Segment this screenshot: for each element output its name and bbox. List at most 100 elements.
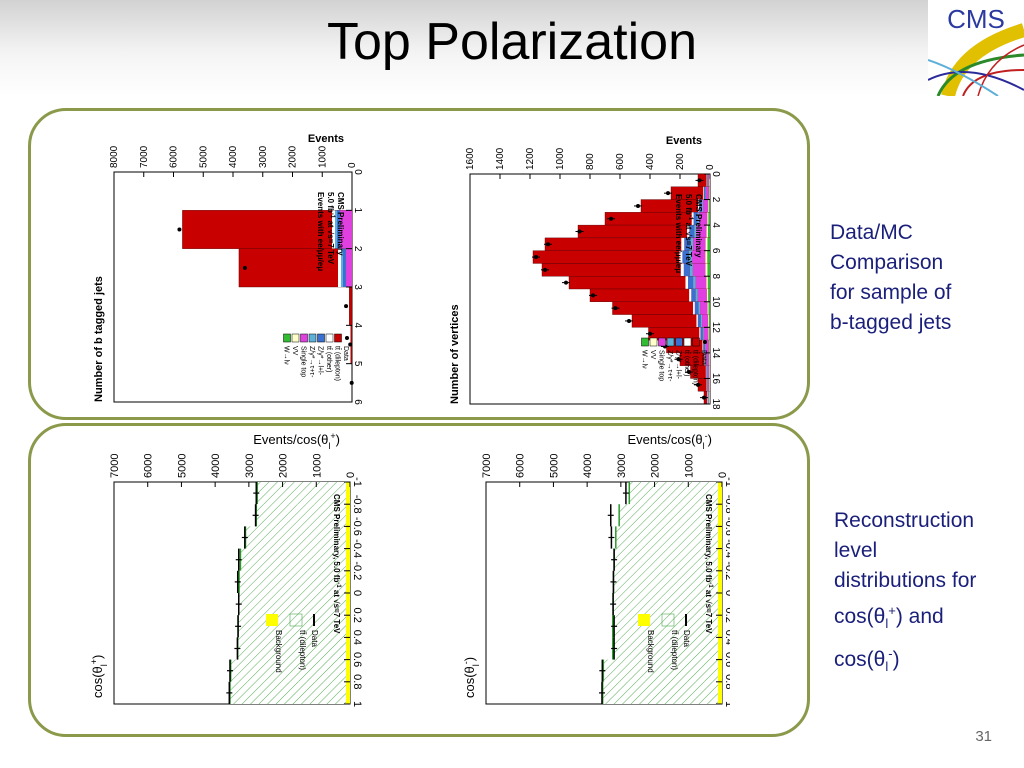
- bar-background-component: [709, 340, 710, 353]
- bar-background-component: [688, 276, 694, 289]
- bar-ttbar-dilepton: [613, 570, 718, 593]
- y-tick-label: 1000: [683, 454, 695, 478]
- cms-logo: CMS: [927, 0, 1024, 98]
- bar-background-component: [708, 391, 709, 404]
- bar-background: [345, 681, 350, 704]
- legend-swatch: [308, 333, 317, 343]
- legend-label: VV: [291, 346, 298, 356]
- bar-background: [345, 615, 350, 638]
- bar-background-component: [698, 301, 701, 315]
- y-tick-label: 6000: [515, 454, 527, 478]
- legend-label: VV: [649, 350, 656, 360]
- data-point: [696, 382, 700, 387]
- bar-background-component: [703, 186, 704, 200]
- bar-background-component: [340, 210, 352, 249]
- bar-background-component: [707, 237, 710, 251]
- bar-background-component: [709, 378, 710, 392]
- slide-title: Top Polarization: [327, 13, 697, 71]
- y-tick-label: 5000: [176, 454, 188, 478]
- y-tick-label: 2000: [288, 145, 299, 168]
- bar-background-component: [706, 225, 709, 238]
- bar-background-component: [709, 352, 710, 366]
- cms-logo-text: CMS: [947, 4, 1005, 34]
- bar-background-component: [708, 301, 710, 315]
- y-tick-label: 1000: [317, 145, 328, 168]
- data-point: [648, 331, 652, 336]
- y-tick-label: 1200: [525, 147, 536, 170]
- x-tick-label: -0.6: [723, 517, 730, 536]
- legend-label: Z/γ*→τ+τ-: [666, 350, 673, 382]
- bar-background-component: [708, 174, 709, 187]
- bar-background-component: [695, 276, 707, 289]
- data-point: [344, 304, 349, 309]
- bar-background-component: [708, 186, 710, 200]
- bar-background: [717, 593, 722, 616]
- bar-background-component: [699, 199, 702, 213]
- y-tick-label: 7000: [109, 454, 121, 478]
- bar-background-component: [691, 289, 696, 302]
- bar-background-component: [707, 276, 710, 289]
- y-tick-label: 1600: [465, 147, 476, 170]
- bar-background-component: [694, 225, 697, 238]
- y-tick-label: 8000: [109, 145, 120, 168]
- bar-background-component: [679, 250, 683, 264]
- bar-ttbar-dilepton: [629, 482, 718, 505]
- page-number: 31: [975, 728, 992, 745]
- x-tick-label: -0.8: [723, 495, 730, 514]
- legend-label: Single top: [300, 346, 307, 377]
- bar-background-component: [697, 212, 700, 226]
- x-tick-label: 0.4: [723, 630, 730, 645]
- legend-swatch: [266, 614, 278, 626]
- x-axis-label: cos(θl-): [461, 657, 481, 698]
- data-point: [348, 342, 353, 347]
- y-tick-label: 3000: [258, 145, 269, 168]
- legend-swatch: [291, 333, 300, 343]
- bar-background: [345, 593, 350, 616]
- bar-ttbar-dilepton: [238, 593, 346, 616]
- legend-swatch: [683, 337, 692, 347]
- y-tick-label: 800: [585, 153, 596, 170]
- bar-background-component: [335, 210, 337, 249]
- bar-background: [345, 659, 350, 682]
- bar-background-component: [705, 250, 708, 264]
- bar-ttbar-dilepton: [613, 593, 718, 616]
- bar-background: [345, 570, 350, 593]
- bar-ttbar-dilepton: [230, 659, 346, 682]
- bar-background-component: [685, 276, 689, 289]
- bar-background-component: [709, 352, 710, 366]
- bar-background-component: [699, 327, 701, 341]
- bar-ttbar-dilepton: [237, 637, 346, 660]
- bar-background-component: [697, 314, 701, 328]
- y-tick-label: 3000: [616, 454, 628, 478]
- bar-background-component: [709, 327, 710, 341]
- x-tick-label: 0.6: [723, 652, 730, 667]
- y-tick-label: 5000: [198, 145, 209, 168]
- annotation-line: 5.0 fb-1 at √s=7 TeV: [326, 192, 335, 265]
- bar-ttbar-dilepton: [619, 504, 718, 527]
- bar-background-component: [708, 378, 709, 392]
- bar-background-component: [705, 365, 707, 379]
- bar-ttbar-dilepton: [238, 615, 346, 638]
- x-tick-label: 4: [710, 222, 721, 228]
- y-tick-label: 6000: [169, 145, 180, 168]
- bar-background: [345, 637, 350, 660]
- bar-ttbar-dilepton: [612, 637, 718, 660]
- data-point: [687, 370, 691, 375]
- bar-background-component: [706, 352, 707, 366]
- bar-background-component: [702, 314, 708, 328]
- x-tick-label: 0.4: [351, 630, 363, 645]
- bar-background: [345, 504, 350, 527]
- x-tick-label: 0.2: [351, 608, 363, 623]
- annotation-line: 5.0 fb-1 at √s=7 TeV: [684, 194, 693, 267]
- bar-background-component: [704, 340, 706, 353]
- bar-background-component: [693, 212, 698, 226]
- bar-background-component: [683, 263, 690, 277]
- y-tick-label: 3000: [244, 454, 256, 478]
- bar-background-component: [693, 276, 696, 289]
- chart-cos-theta-plus: 0 1000 2000 3000 4000 5000 6000 7000 -1 -0.8 -0.6 -…: [89, 431, 363, 707]
- legend-swatch: [325, 333, 334, 343]
- bar-background-component: [708, 340, 710, 353]
- bar-background-component: [338, 248, 341, 287]
- bar-background-component: [684, 237, 691, 251]
- bar-background-component: [701, 199, 703, 213]
